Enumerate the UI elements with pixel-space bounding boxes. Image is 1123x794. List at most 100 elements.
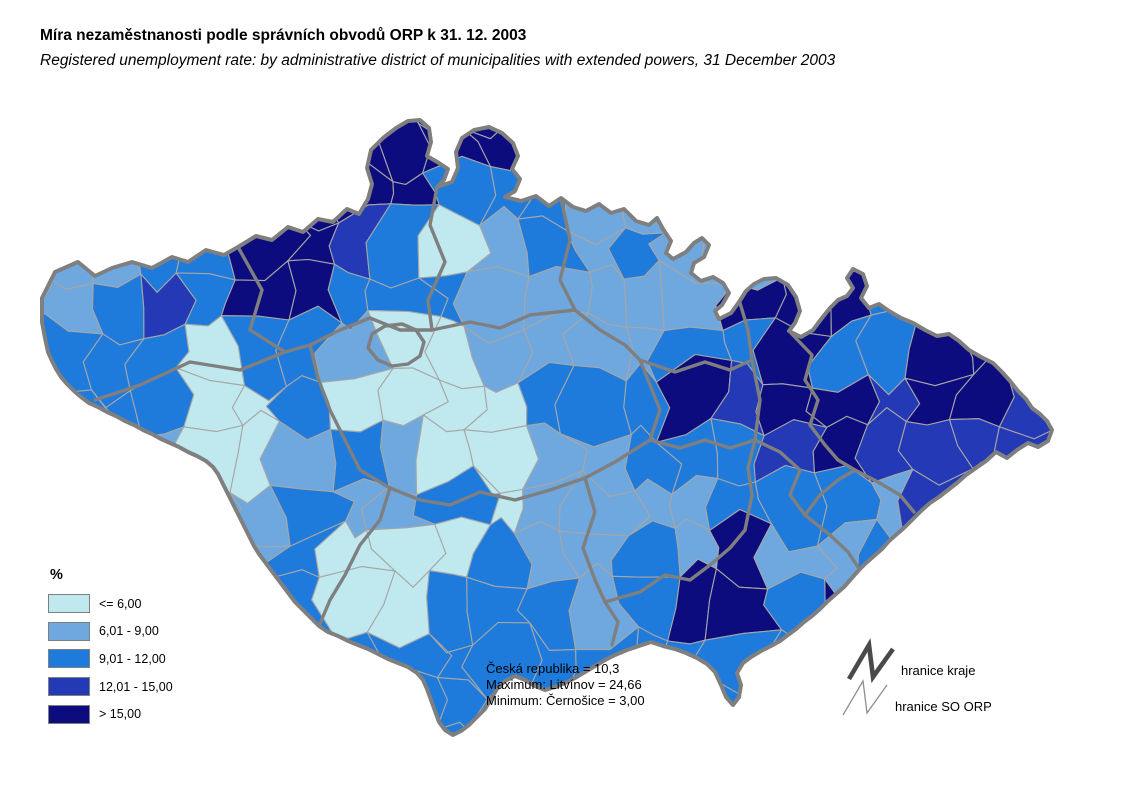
map-title-english: Registered unemployment rate: by adminis… [40, 52, 836, 69]
kraj-boundary [738, 301, 754, 362]
map-title-czech: Míra nezaměstnanosti podle správních obv… [40, 27, 527, 44]
district-cell [1061, 571, 1118, 641]
district-cell [367, 729, 437, 735]
district-cell [331, 693, 390, 735]
district-cell [42, 120, 95, 144]
district-cell [702, 120, 785, 130]
district-cell [862, 120, 915, 131]
district-cell [919, 284, 981, 336]
district-cell [0, 573, 35, 625]
district-cell [855, 208, 925, 286]
district-cell [1070, 49, 1110, 136]
kraj-boundary [753, 438, 807, 517]
district-cell [856, 734, 918, 735]
title-block: Míra nezaměstnanosti podle správních obv… [40, 27, 835, 70]
district-cell [42, 124, 102, 191]
boundary-legend-item: hranice SO ORP [837, 674, 992, 720]
district-cell [1051, 307, 1052, 390]
district-cell [42, 204, 94, 290]
district-cell [173, 516, 235, 603]
boundary-legend-label: hranice kraje [901, 663, 976, 678]
district-cell [324, 120, 394, 128]
district-cell [1021, 719, 1052, 735]
district-cell [1046, 201, 1052, 284]
stats-line-minimum: Minimum: Černošice = 3,00 [486, 693, 645, 708]
kraj-boundary [583, 438, 652, 480]
legend-item: 6,01 - 9,00 [48, 618, 173, 646]
district-cell [435, 677, 488, 735]
kraj-boundary [853, 468, 916, 514]
kraj-boundary [803, 513, 862, 572]
legend-item: <= 6,00 [48, 590, 173, 618]
legend-item-label: <= 6,00 [99, 596, 142, 611]
district-cell [1020, 257, 1052, 341]
district-cell [694, 629, 783, 695]
district-cell [484, 741, 535, 794]
district-cell [30, 741, 96, 794]
kraj-boundary [750, 358, 762, 442]
district-cell [1046, 142, 1052, 232]
district-cell [958, 532, 1025, 589]
district-cell [140, 169, 196, 231]
legend-item-label: 9,01 - 12,00 [99, 651, 166, 666]
district-cell [960, 152, 1019, 234]
legend-item: 12,01 - 15,00 [48, 673, 173, 701]
district-cell [753, 683, 823, 735]
district-cell [176, 120, 245, 187]
district-cell [901, 120, 979, 131]
kraj-boundary-icon [847, 638, 895, 684]
district-cell [211, 741, 293, 794]
district-cell [176, 163, 245, 231]
district-cell [817, 231, 882, 273]
district-cell [42, 413, 53, 495]
kraj-boundary [581, 476, 607, 604]
kraj-boundary [366, 322, 426, 368]
district-cell [269, 120, 342, 174]
district-cell [901, 519, 970, 600]
district-cell [140, 426, 185, 491]
district-cell [220, 575, 278, 652]
district-cell [955, 120, 1018, 126]
district-cell [230, 642, 297, 698]
district-cell [914, 205, 978, 296]
district-cell [751, 163, 838, 234]
district-cell [42, 204, 51, 279]
kraj-boundary [743, 438, 757, 532]
kraj-boundary [638, 358, 662, 442]
district-cell [958, 205, 1023, 295]
district-cell [665, 154, 711, 234]
stats-line-maximum: Maximum: Litvínov = 24,66 [486, 677, 642, 692]
kraj-boundary [603, 528, 747, 604]
district-cell [1070, 622, 1098, 702]
district-cell [325, 740, 373, 792]
kraj-boundary [308, 343, 392, 490]
district-cell [235, 163, 306, 236]
district-cell [531, 718, 590, 735]
district-cell [995, 463, 1052, 536]
district-cell [42, 468, 49, 548]
district-cell [561, 733, 634, 735]
district-cell [42, 606, 54, 684]
kraj-boundary [638, 358, 754, 374]
district-cell [628, 737, 679, 786]
district-cell [900, 170, 978, 212]
district-cell [744, 725, 822, 735]
district-cell [42, 120, 47, 181]
district-cell [519, 120, 584, 168]
district-cell [42, 179, 94, 221]
district-cell [705, 725, 769, 735]
district-cell [175, 212, 237, 281]
stats-block: Česká republika = 10,3 Maximum: Litvínov… [486, 661, 645, 709]
district-cell [173, 593, 235, 652]
kraj-boundary [558, 196, 577, 312]
kraj-boundary [283, 316, 434, 354]
kraj-boundary [573, 308, 642, 362]
kraj-boundary [803, 468, 857, 517]
district-cell [175, 682, 247, 735]
district-cell [88, 463, 146, 548]
legend-item: 9,01 - 12,00 [48, 645, 173, 673]
kraj-boundary [388, 476, 587, 507]
district-cell [292, 696, 345, 735]
orp-boundary-icon [842, 679, 888, 716]
